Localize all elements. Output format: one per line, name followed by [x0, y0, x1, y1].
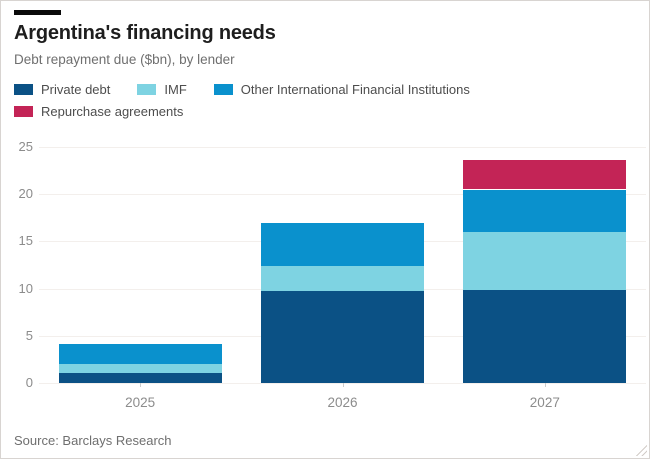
bar-segment-2027-other-international-financial-institutions — [463, 189, 627, 232]
legend: Private debt IMF Other International Finan… — [14, 82, 638, 119]
x-axis-tick-mark — [140, 383, 142, 387]
bar-segment-2026-imf — [261, 265, 424, 291]
chart-title: Argentina's financing needs — [14, 22, 276, 44]
legend-item-private-debt: Private debt — [14, 82, 110, 97]
gridline-25 — [39, 147, 646, 148]
legend-swatch-other-international-financial-institutions — [213, 84, 233, 95]
bar-segment-2025-private-debt — [58, 372, 222, 383]
bar-segment-2027-repurchase-agreements — [463, 160, 627, 190]
legend-item-imf: IMF — [137, 82, 187, 97]
bar-segment-2027-imf — [463, 231, 627, 290]
bar-segment-2026-private-debt — [261, 290, 424, 383]
legend-label: Other International Financial Institutio… — [240, 82, 470, 97]
x-axis-label-2027: 2027 — [529, 395, 560, 410]
y-axis-tick-label: 10 — [18, 280, 33, 296]
y-axis-tick-label: 0 — [25, 375, 33, 390]
legend-item-other-international-financial-institutions: Other International Financial Institutio… — [213, 82, 470, 97]
y-axis-tick-label: 5 — [25, 327, 33, 343]
y-axis-tick-label: 25 — [18, 139, 33, 154]
x-axis-label-2025: 2025 — [125, 395, 156, 410]
chart-subtitle: Debt repayment due ($bn), by lender — [14, 52, 235, 67]
legend-swatch-repurchase-agreements — [14, 106, 33, 117]
x-axis-tick-mark — [544, 383, 546, 387]
chart-area: 0 5 10 15 20 25 2025 2026 2027 — [1, 129, 649, 421]
legend-swatch-imf — [137, 84, 157, 95]
bar-segment-2025-imf — [58, 364, 222, 373]
legend-item-repurchase-agreements: Repurchase agreements — [14, 104, 183, 119]
resize-handle-icon[interactable] — [635, 444, 647, 456]
plot-area — [39, 147, 646, 384]
source-text: Source: Barclays Research — [14, 433, 172, 448]
bar-segment-2027-private-debt — [463, 289, 627, 383]
legend-label: Private debt — [41, 82, 111, 97]
gridline-20 — [39, 194, 646, 196]
legend-label: IMF — [164, 82, 187, 97]
legend-swatch-private-debt — [14, 84, 33, 95]
bar-segment-2026-other-international-financial-institutions — [261, 223, 424, 266]
y-axis-tick-label: 20 — [18, 186, 33, 202]
title-accent-bar — [14, 10, 61, 15]
bar-segment-2025-other-international-financial-institutions — [58, 344, 222, 365]
x-axis-label-2026: 2026 — [327, 395, 358, 410]
legend-label: Repurchase agreements — [41, 104, 184, 119]
y-axis-tick-label: 15 — [18, 233, 33, 249]
x-axis-tick-mark — [342, 383, 344, 387]
